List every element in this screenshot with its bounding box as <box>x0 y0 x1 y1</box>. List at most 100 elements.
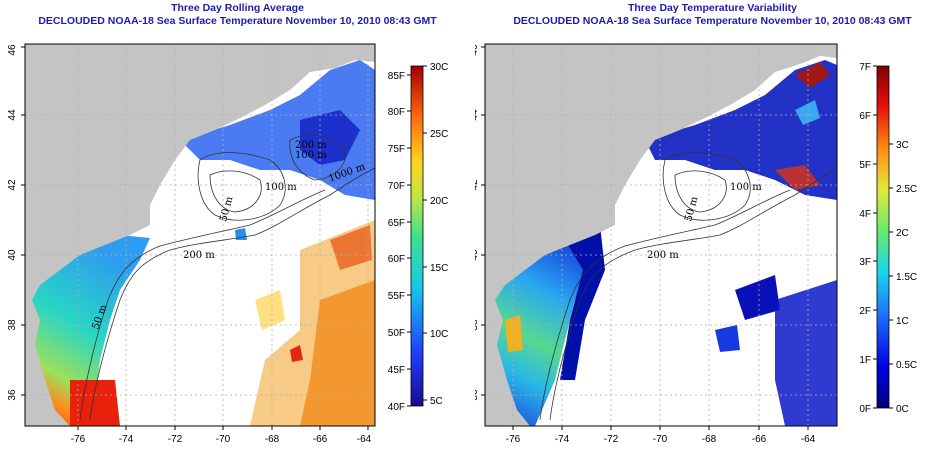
bathymetry-contours <box>539 152 837 421</box>
colorbar-f-label: 1F <box>859 355 871 366</box>
colorbar-f-label: 3F <box>859 257 871 268</box>
left-map-svg: 200 m 100 m 50 m 100 m 200 m 1000 m 50 m… <box>7 43 448 445</box>
offshore-low-patch <box>735 275 780 320</box>
offshore-low-patch-small <box>715 325 740 352</box>
colorbar-c-label: 1.5C <box>896 272 917 283</box>
bathymetry-contours <box>79 134 375 421</box>
colorbar-c-label: 15C <box>430 263 448 274</box>
y-tick-label: 42 <box>475 179 480 191</box>
colorbar-f-label: 70F <box>388 181 405 192</box>
y-tick-label: 36 <box>7 389 18 401</box>
y-tick-label: 38 <box>475 319 480 331</box>
colorbar-c-label: 2C <box>896 228 909 239</box>
y-tick-label: 46 <box>475 44 480 56</box>
right-map-panel: Three Day Temperature Variability DECLOU… <box>475 0 950 475</box>
shelf-hot-spot <box>505 315 523 352</box>
y-tick-marks <box>481 46 485 396</box>
contour-label-100m: 100 m <box>730 182 762 193</box>
offshore-red-dot <box>290 345 303 362</box>
contour-label-100m-b: 100 m <box>295 150 327 161</box>
offshore-low-patch-east <box>775 280 837 426</box>
x-tick-label: -64 <box>801 434 816 445</box>
colorbar-f-label: 60F <box>388 254 405 265</box>
offshore-yellow-patch <box>255 290 285 330</box>
x-tick-label: -72 <box>168 434 183 445</box>
map-frame <box>24 43 376 427</box>
x-tick-label: -64 <box>357 434 372 445</box>
variability-colorbar <box>876 65 890 409</box>
right-map-svg: 200 m 100 m 50 m -76 -74 -72 -70 -68 -66… <box>475 43 917 445</box>
contour-label-100m: 100 m <box>265 182 297 193</box>
x-tick-label: -68 <box>265 434 280 445</box>
y-tick-label: 44 <box>7 109 18 121</box>
colorbar-c-label: 2.5C <box>896 184 917 195</box>
contour-label-200m-b: 200 m <box>295 140 327 151</box>
right-map-subtitle: DECLOUDED NOAA-18 Sea Surface Temperatur… <box>513 15 912 27</box>
y-tick-label: 36 <box>475 389 480 401</box>
colorbar-ticks <box>407 65 427 407</box>
shelf-water <box>25 235 150 426</box>
gulf-of-maine-variability <box>645 60 837 200</box>
gulf-stream-hot <box>70 380 120 426</box>
contour-label-200m: 200 m <box>647 250 679 261</box>
y-tick-label: 42 <box>7 179 18 191</box>
colorbar-f-label: 2F <box>859 306 871 317</box>
colorbar-c-label: 1C <box>896 316 909 327</box>
colorbar-f-label: 75F <box>388 144 405 155</box>
colorbar-f-label: 85F <box>388 71 405 82</box>
x-tick-label: -66 <box>752 434 767 445</box>
map-frame <box>484 43 838 427</box>
x-tick-marks <box>77 426 369 430</box>
left-map-panel: Three Day Rolling Average DECLOUDED NOAA… <box>7 2 448 445</box>
colorbar-c-label: 20C <box>430 196 448 207</box>
x-tick-label: -74 <box>555 434 570 445</box>
colorbar-ticks <box>873 65 893 409</box>
y-tick-label: 38 <box>7 319 18 331</box>
right-map-title: Three Day Temperature Variability <box>627 2 798 14</box>
graticule <box>25 44 375 426</box>
temperature-colorbar <box>410 65 424 407</box>
colorbar-f-label: 80F <box>388 107 405 118</box>
colorbar-f-label: 0F <box>859 404 871 415</box>
colorbar-f-label: 65F <box>388 218 405 229</box>
left-map-title: Three Day Rolling Average <box>171 2 304 14</box>
colorbar-c-label: 25C <box>430 129 448 140</box>
colorbar-c-label: 30C <box>430 62 448 73</box>
colorbar-c-label: 3C <box>896 140 909 151</box>
land-mass <box>25 44 375 426</box>
offshore-warm-core <box>300 280 375 426</box>
y-tick-label: 40 <box>7 249 18 261</box>
y-tick-marks <box>21 46 25 396</box>
mid-variability-north <box>795 100 820 125</box>
x-tick-label: -70 <box>216 434 231 445</box>
colorbar-f-label: 40F <box>388 402 405 413</box>
contour-label-200m: 200 m <box>183 250 215 261</box>
x-tick-label: -76 <box>71 434 86 445</box>
left-map-subtitle: DECLOUDED NOAA-18 Sea Surface Temperatur… <box>38 15 437 27</box>
graticule <box>485 44 837 426</box>
x-tick-marks <box>512 426 809 430</box>
x-tick-label: -70 <box>653 434 668 445</box>
colorbar-c-label: 10C <box>430 329 448 340</box>
high-variability-east <box>775 165 820 190</box>
colorbar-c-label: 0C <box>896 404 909 415</box>
colorbar-f-label: 45F <box>388 365 405 376</box>
y-tick-label: 44 <box>475 109 480 121</box>
colorbar-c-label: 0.5C <box>896 360 917 371</box>
offshore-hot-spot <box>330 225 372 270</box>
colorbar-f-label: 50F <box>388 328 405 339</box>
x-tick-label: -76 <box>506 434 521 445</box>
high-variability-north <box>795 62 830 88</box>
colorbar-f-label: 55F <box>388 291 405 302</box>
y-tick-label: 46 <box>7 44 18 56</box>
colorbar-f-label: 6F <box>859 111 871 122</box>
colorbar-c-label: 5C <box>430 396 443 407</box>
colorbar-f-label: 4F <box>859 209 871 220</box>
x-tick-label: -66 <box>313 434 328 445</box>
x-tick-label: -72 <box>604 434 619 445</box>
x-tick-label: -74 <box>119 434 134 445</box>
colorbar-f-label: 5F <box>859 160 871 171</box>
x-tick-label: -68 <box>702 434 717 445</box>
land-mass <box>485 44 837 426</box>
gulf-of-maine-water <box>180 60 375 200</box>
